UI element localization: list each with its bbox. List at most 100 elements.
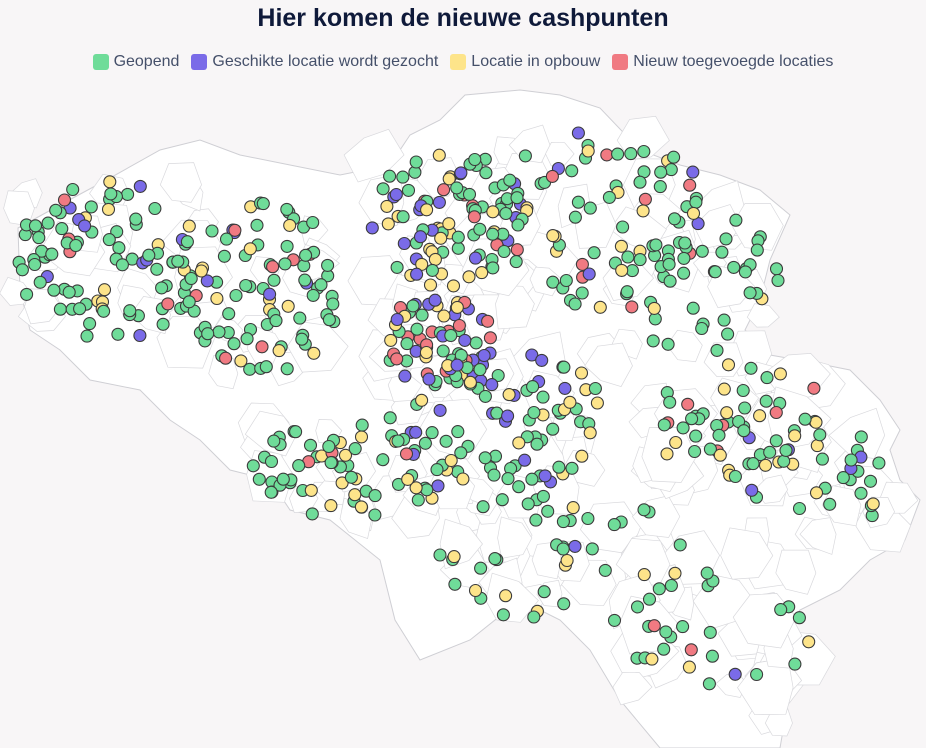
marker-nieuw[interactable]	[807, 381, 821, 395]
marker-nieuw[interactable]	[545, 169, 559, 183]
marker-geopend[interactable]	[715, 245, 729, 259]
marker-geopend[interactable]	[557, 597, 571, 611]
marker-opbouw[interactable]	[434, 231, 448, 245]
marker-geopend[interactable]	[410, 322, 424, 336]
marker-geopend[interactable]	[478, 389, 492, 403]
marker-geopend[interactable]	[269, 314, 283, 328]
marker-geopend[interactable]	[420, 483, 434, 497]
marker-geopend[interactable]	[239, 278, 253, 293]
marker-opbouw[interactable]	[637, 568, 651, 582]
marker-geopend[interactable]	[663, 395, 677, 409]
marker-geopend[interactable]	[702, 677, 716, 691]
marker-opbouw[interactable]	[281, 299, 295, 313]
marker-geopend[interactable]	[769, 434, 783, 448]
marker-geopend[interactable]	[409, 155, 423, 169]
marker-geopend[interactable]	[478, 451, 492, 465]
marker-nieuw[interactable]	[390, 352, 404, 366]
marker-geopend[interactable]	[123, 304, 137, 318]
marker-opbouw[interactable]	[717, 382, 731, 396]
marker-geopend[interactable]	[712, 428, 726, 442]
marker-geopend[interactable]	[611, 147, 625, 161]
marker-gezocht[interactable]	[397, 236, 411, 251]
marker-geopend[interactable]	[737, 424, 751, 438]
marker-geopend[interactable]	[487, 468, 501, 482]
marker-geopend[interactable]	[688, 444, 702, 459]
marker-geopend[interactable]	[495, 493, 509, 507]
marker-geopend[interactable]	[536, 489, 550, 503]
marker-geopend[interactable]	[721, 327, 735, 341]
marker-gezocht[interactable]	[558, 381, 572, 395]
marker-geopend[interactable]	[788, 657, 802, 671]
marker-opbouw[interactable]	[636, 204, 650, 218]
marker-opbouw[interactable]	[866, 497, 880, 511]
marker-opbouw[interactable]	[437, 309, 451, 323]
marker-nieuw[interactable]	[600, 148, 614, 162]
marker-geopend[interactable]	[686, 301, 700, 315]
marker-geopend[interactable]	[503, 173, 517, 187]
marker-geopend[interactable]	[476, 500, 490, 514]
marker-opbouw[interactable]	[447, 550, 461, 564]
marker-geopend[interactable]	[509, 255, 523, 269]
marker-geopend[interactable]	[823, 497, 837, 511]
marker-gezocht[interactable]	[485, 378, 499, 392]
marker-geopend[interactable]	[499, 206, 513, 221]
marker-geopend[interactable]	[511, 218, 525, 232]
marker-geopend[interactable]	[667, 212, 682, 226]
marker-geopend[interactable]	[637, 503, 651, 517]
marker-geopend[interactable]	[703, 442, 717, 456]
marker-geopend[interactable]	[433, 548, 447, 562]
marker-opbouw[interactable]	[428, 252, 442, 266]
marker-gezocht[interactable]	[728, 667, 742, 681]
marker-gezocht[interactable]	[501, 409, 515, 423]
marker-geopend[interactable]	[227, 337, 241, 351]
marker-geopend[interactable]	[406, 299, 420, 313]
marker-geopend[interactable]	[565, 461, 579, 475]
marker-nieuw[interactable]	[510, 243, 524, 257]
marker-opbouw[interactable]	[101, 202, 116, 216]
marker-geopend[interactable]	[664, 163, 678, 177]
marker-geopend[interactable]	[663, 274, 677, 288]
marker-opbouw[interactable]	[802, 635, 816, 649]
marker-geopend[interactable]	[738, 265, 752, 279]
marker-geopend[interactable]	[292, 459, 306, 473]
marker-geopend[interactable]	[854, 486, 868, 500]
marker-geopend[interactable]	[486, 261, 500, 275]
marker-opbouw[interactable]	[446, 279, 461, 293]
marker-geopend[interactable]	[729, 213, 743, 227]
marker-gezocht[interactable]	[432, 195, 446, 209]
marker-nieuw[interactable]	[452, 318, 466, 333]
marker-geopend[interactable]	[267, 434, 281, 448]
marker-gezocht[interactable]	[410, 267, 424, 281]
marker-opbouw[interactable]	[243, 242, 257, 256]
marker-geopend[interactable]	[710, 343, 724, 357]
marker-geopend[interactable]	[677, 251, 691, 265]
marker-opbouw[interactable]	[686, 206, 701, 220]
marker-geopend[interactable]	[689, 195, 703, 209]
marker-geopend[interactable]	[418, 436, 432, 450]
marker-geopend[interactable]	[490, 406, 504, 420]
marker-gezocht[interactable]	[538, 469, 552, 483]
marker-gezocht[interactable]	[535, 353, 549, 367]
marker-nieuw[interactable]	[57, 193, 72, 207]
marker-geopend[interactable]	[583, 201, 597, 215]
marker-geopend[interactable]	[521, 497, 535, 511]
marker-nieuw[interactable]	[683, 178, 697, 192]
marker-geopend[interactable]	[633, 175, 647, 189]
marker-opbouw[interactable]	[682, 660, 696, 674]
marker-geopend[interactable]	[637, 144, 651, 159]
marker-geopend[interactable]	[703, 625, 717, 639]
marker-opbouw[interactable]	[450, 300, 464, 314]
marker-geopend[interactable]	[217, 249, 231, 263]
marker-geopend[interactable]	[695, 321, 709, 336]
marker-opbouw[interactable]	[384, 333, 398, 347]
marker-geopend[interactable]	[587, 246, 601, 260]
marker-geopend[interactable]	[678, 236, 692, 250]
marker-geopend[interactable]	[496, 608, 510, 622]
marker-nieuw[interactable]	[266, 260, 280, 274]
marker-geopend[interactable]	[661, 337, 675, 351]
marker-geopend[interactable]	[102, 233, 116, 247]
marker-geopend[interactable]	[676, 620, 690, 634]
marker-geopend[interactable]	[529, 513, 543, 527]
marker-geopend[interactable]	[306, 288, 320, 302]
marker-opbouw[interactable]	[182, 219, 196, 233]
